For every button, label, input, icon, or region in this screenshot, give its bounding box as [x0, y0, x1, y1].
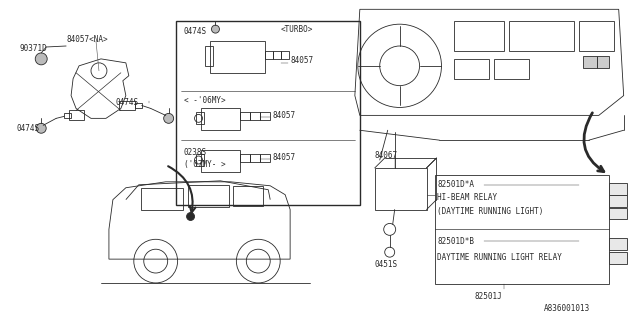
Text: 84057: 84057 — [272, 111, 295, 120]
Bar — [435, 175, 609, 284]
Text: DAYTIME RUNNING LIGHT RELAY: DAYTIME RUNNING LIGHT RELAY — [438, 253, 563, 262]
Text: ('07MY- >: ('07MY- > — [184, 160, 225, 170]
Bar — [69, 110, 84, 120]
Circle shape — [187, 212, 195, 220]
Bar — [241, 112, 250, 120]
Bar — [250, 154, 260, 162]
Text: 0474S: 0474S — [184, 27, 207, 36]
Bar — [583, 56, 596, 68]
Bar — [64, 113, 71, 118]
Bar — [273, 51, 281, 59]
Bar — [454, 21, 504, 51]
Circle shape — [36, 123, 46, 133]
Text: (DAYTIME RUNNING LIGHT): (DAYTIME RUNNING LIGHT) — [438, 207, 544, 216]
Text: 0474S: 0474S — [116, 98, 139, 107]
Text: 84057<NA>: 84057<NA> — [66, 35, 108, 44]
Text: 84067: 84067 — [375, 150, 398, 160]
Text: 82501D*A: 82501D*A — [438, 180, 474, 189]
Bar — [241, 154, 250, 162]
Bar — [200, 108, 241, 130]
Bar — [494, 59, 529, 79]
Bar — [205, 46, 214, 66]
Bar — [234, 186, 263, 206]
Text: A836001013: A836001013 — [544, 304, 590, 313]
Bar — [250, 112, 260, 120]
Bar — [609, 208, 627, 220]
Bar — [609, 252, 627, 264]
Bar — [119, 100, 135, 110]
Circle shape — [164, 113, 173, 123]
Bar — [211, 41, 265, 73]
Text: 90371D: 90371D — [19, 44, 47, 53]
Text: 0451S: 0451S — [375, 260, 398, 268]
Bar — [175, 21, 360, 204]
Bar — [141, 188, 182, 210]
Text: HI-BEAM RELAY: HI-BEAM RELAY — [438, 193, 498, 202]
Circle shape — [211, 25, 220, 33]
Text: 84057: 84057 — [290, 56, 313, 65]
Bar — [281, 51, 289, 59]
Bar — [609, 183, 627, 195]
Text: 84057: 84057 — [272, 153, 295, 162]
Bar — [509, 21, 574, 51]
Bar — [579, 21, 614, 51]
Text: 0474S: 0474S — [17, 124, 40, 133]
Bar — [196, 154, 204, 166]
Circle shape — [35, 53, 47, 65]
Bar — [135, 103, 142, 108]
Text: 82501D*B: 82501D*B — [438, 237, 474, 246]
Text: 0238S: 0238S — [184, 148, 207, 156]
Bar — [260, 112, 270, 120]
Bar — [596, 56, 609, 68]
Bar — [196, 112, 204, 124]
Bar — [200, 150, 241, 172]
Bar — [609, 238, 627, 250]
Bar — [260, 154, 270, 162]
Bar — [188, 185, 229, 207]
Bar — [375, 168, 426, 210]
Bar — [265, 51, 273, 59]
Text: <TURBO>: <TURBO> — [280, 25, 312, 34]
Bar — [454, 59, 489, 79]
Bar — [609, 195, 627, 207]
Text: < -'06MY>: < -'06MY> — [184, 96, 225, 105]
Text: 82501J: 82501J — [474, 292, 502, 301]
